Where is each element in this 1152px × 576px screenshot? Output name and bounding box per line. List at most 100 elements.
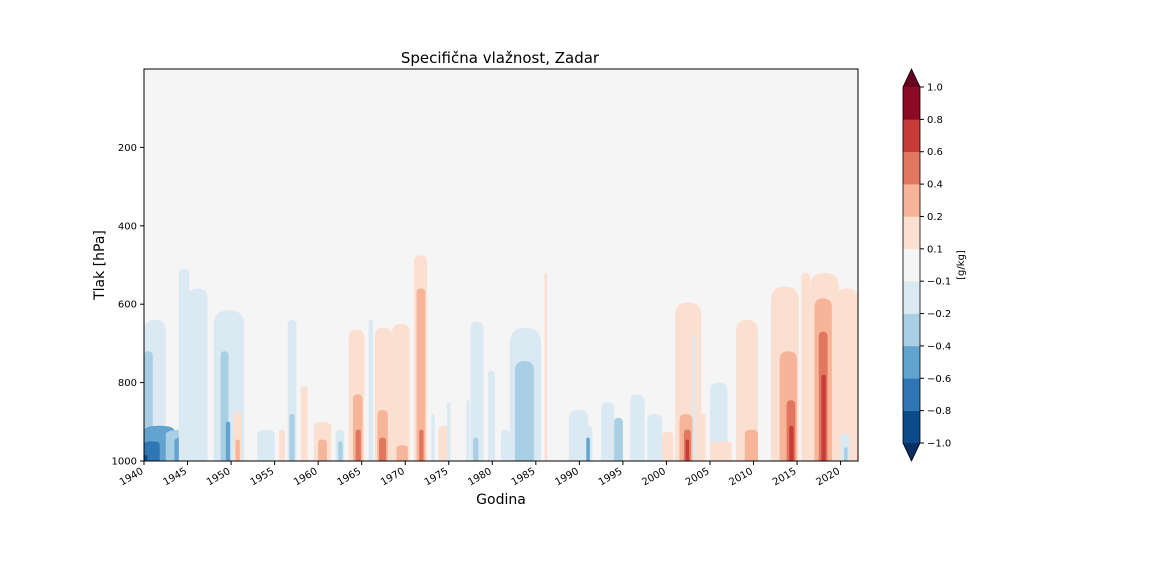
x-tick-label: 2020	[815, 466, 843, 488]
anomaly-band	[447, 402, 451, 461]
anomaly-band	[338, 441, 343, 461]
x-tick-label: 1985	[510, 466, 538, 488]
colorbar-tick-label: −0.2	[927, 309, 951, 320]
colorbar-segment	[903, 151, 920, 185]
anomaly-band	[178, 268, 190, 461]
y-tick-label: 400	[118, 221, 137, 232]
anomaly-band	[709, 441, 732, 461]
anomaly-band	[144, 455, 148, 461]
x-tick-label: 1990	[553, 466, 581, 488]
colorbar-segment	[903, 410, 920, 444]
x-tick-label: 1960	[292, 466, 320, 488]
anomaly-band	[473, 437, 479, 461]
colorbar-segment	[903, 345, 920, 379]
y-tick-label: 200	[118, 143, 137, 154]
x-tick-label: 1980	[466, 466, 494, 488]
colorbar: −1.0 −0.8 −0.6 −0.4 −0.2 −0.1 0.1 0.2 0.4 0.6 0.8 1…	[902, 68, 951, 462]
anomaly-band	[685, 439, 690, 461]
x-tick-label: 2015	[771, 466, 799, 488]
anomaly-band	[662, 431, 674, 461]
colorbar-tick-label: 0.8	[927, 115, 943, 126]
anomaly-band	[789, 425, 794, 461]
colorbar-label: [g/kg]	[956, 250, 967, 280]
x-axis-label: Godina	[476, 492, 526, 508]
colorbar-tick-label: −0.6	[927, 374, 951, 385]
anomaly-band	[187, 288, 208, 461]
anomaly-band	[586, 437, 590, 461]
colorbar-tick-label: 0.4	[927, 180, 943, 191]
x-axis: 1940 1945 1950 1955 1960 1965 1970 1975 1980 1985…	[118, 461, 842, 488]
anomaly-band	[701, 413, 706, 461]
colorbar-tick-label: −1.0	[927, 439, 951, 450]
x-tick-label: 1970	[379, 466, 407, 488]
anomaly-band	[647, 413, 663, 461]
plot-area	[143, 68, 859, 462]
colorbar-tick-label: 0.1	[927, 244, 943, 255]
anomaly-band	[289, 413, 295, 461]
anomaly-band	[568, 410, 589, 461]
anomaly-band	[318, 439, 327, 461]
y-axis-label: Tlak [hPa]	[92, 230, 108, 301]
x-tick-label: 1995	[597, 466, 625, 488]
x-tick-label: 1950	[205, 466, 233, 488]
anomaly-band	[300, 386, 308, 461]
plot-frame	[143, 68, 859, 462]
anomaly-band	[144, 441, 160, 461]
colorbar-segment	[903, 119, 920, 153]
chart-title: Specifična vlažnost, Zadar	[401, 49, 600, 67]
anomaly-band	[392, 323, 410, 461]
x-tick-label: 1965	[336, 466, 364, 488]
anomaly-band	[821, 374, 826, 461]
anomaly-band	[487, 370, 495, 461]
y-tick-label: 600	[118, 300, 137, 311]
colorbar-tick-label: 1.0	[927, 83, 943, 94]
colorbar-tick-label: −0.8	[927, 406, 951, 417]
colorbar-tick-label: −0.4	[927, 341, 951, 352]
anomaly-band	[501, 429, 510, 461]
x-tick-label: 2000	[640, 466, 668, 488]
anomaly-band	[601, 402, 615, 461]
colorbar-segment	[903, 248, 920, 282]
anomaly-band	[419, 429, 424, 461]
colorbar-segment	[903, 184, 920, 217]
colorbar-segment	[903, 313, 920, 347]
colorbar-over-arrow	[903, 69, 920, 87]
colorbar-segment	[903, 281, 920, 314]
anomaly-band	[744, 429, 758, 461]
anomaly-band	[235, 439, 240, 461]
anomaly-contours	[144, 255, 858, 461]
anomaly-band	[709, 382, 728, 461]
anomaly-band	[736, 319, 758, 461]
anomaly-band	[396, 445, 408, 461]
colorbar-tick-label: 0.2	[927, 212, 943, 223]
anomaly-band	[438, 425, 449, 461]
anomaly-band	[801, 272, 811, 461]
x-tick-label: 2010	[727, 466, 755, 488]
anomaly-band	[470, 321, 484, 461]
y-tick-label: 800	[118, 378, 137, 389]
y-axis: 200 400 600 800 1000	[112, 143, 144, 468]
x-tick-label: 1955	[249, 466, 277, 488]
anomaly-band	[629, 394, 645, 461]
anomaly-band	[431, 413, 435, 461]
anomaly-band	[514, 361, 535, 461]
y-tick-label: 1000	[112, 457, 137, 468]
colorbar-tick-label: −0.1	[927, 277, 951, 288]
anomaly-band	[225, 421, 231, 461]
anomaly-band	[692, 335, 696, 461]
x-tick-label: 1945	[161, 466, 189, 488]
x-tick-label: 1975	[423, 466, 451, 488]
colorbar-under-arrow	[903, 443, 920, 461]
colorbar-segment	[903, 216, 920, 250]
anomaly-band	[355, 429, 361, 461]
anomaly-band	[836, 288, 858, 461]
anomaly-band	[379, 437, 387, 461]
anomaly-band	[257, 429, 275, 461]
colorbar-tick-label: 0.6	[927, 147, 943, 158]
anomaly-band	[278, 429, 286, 461]
anomaly-band	[614, 417, 623, 461]
anomaly-band	[466, 400, 470, 461]
anomaly-band	[844, 447, 848, 461]
x-tick-label: 1940	[118, 466, 146, 488]
